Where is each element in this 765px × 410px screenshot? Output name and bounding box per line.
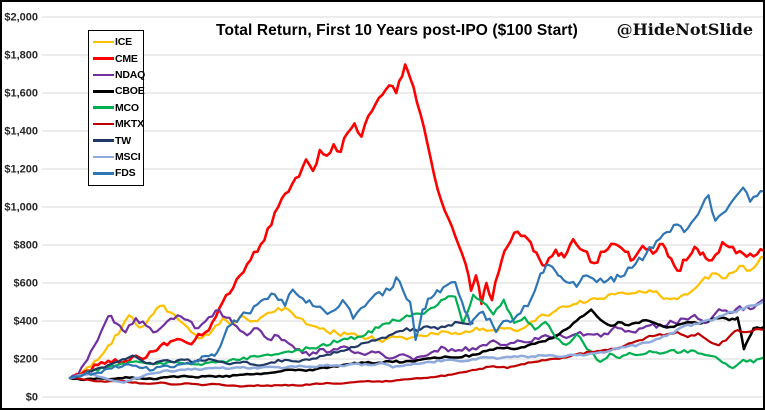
series-line-CBOE: [68, 308, 763, 382]
y-axis-tick-label: $1,400: [4, 126, 38, 138]
legend-item-label: CBOE: [115, 85, 145, 98]
legend-item-label: ICE: [115, 36, 132, 49]
legend-item-label: CME: [115, 52, 138, 65]
y-axis-tick-label: $1,800: [4, 50, 38, 62]
legend-item-label: TW: [115, 134, 131, 147]
legend-item-CBOE: CBOE: [93, 83, 145, 99]
series-line-TW: [68, 320, 474, 380]
legend-item-MKTX: MKTX: [93, 116, 144, 132]
legend-item-TW: TW: [93, 132, 143, 148]
chart-title: Total Return, First 10 Years post-IPO ($…: [216, 22, 578, 39]
legend-item-NDAQ: NDAQ: [93, 67, 146, 83]
legend-item-label: MCO: [115, 101, 139, 114]
y-axis-tick-label: $800: [14, 240, 38, 252]
legend-swatch-icon: [93, 40, 114, 44]
y-axis-tick-label: $1,000: [4, 202, 38, 214]
legend-item-label: FDS: [115, 167, 136, 180]
legend-item-MCO: MCO: [93, 100, 143, 116]
legend-item-MSCI: MSCI: [93, 149, 143, 165]
legend-swatch-icon: [93, 90, 114, 93]
legend-item-label: NDAQ: [115, 68, 146, 81]
legend-swatch-icon: [93, 139, 114, 142]
legend-item-FDS: FDS: [93, 165, 143, 181]
legend-swatch-icon: [93, 57, 114, 60]
legend-item-ICE: ICE: [93, 34, 143, 50]
y-axis-tick-label: $2,000: [4, 12, 38, 24]
series-line-FDS: [68, 186, 763, 380]
y-axis-tick-label: $1,600: [4, 88, 38, 100]
y-axis-tick-label: $0: [26, 392, 38, 404]
legend-swatch-icon: [93, 172, 114, 175]
series-line-MSCI: [68, 300, 763, 384]
legend-swatch-icon: [93, 73, 114, 77]
watermark: @HideNotSlide: [616, 20, 753, 39]
legend-item-label: MKTX: [115, 118, 144, 131]
legend-swatch-icon: [93, 106, 114, 110]
legend: ICE CME NDAQ CBOE MCO MKTX TW MSCI FDS: [88, 30, 146, 186]
y-axis-tick-label: $1,200: [4, 164, 38, 176]
legend-item-CME: CME: [93, 50, 143, 66]
y-axis-tick-label: $600: [14, 278, 38, 290]
legend-item-label: MSCI: [115, 150, 141, 163]
legend-swatch-icon: [93, 155, 114, 159]
series-line-NDAQ: [68, 298, 763, 380]
series-line-CME: [68, 63, 763, 380]
legend-swatch-icon: [93, 122, 114, 126]
y-axis-tick-label: $400: [14, 316, 38, 328]
y-axis-tick-label: $200: [14, 354, 38, 366]
series-line-MKTX: [68, 327, 763, 388]
